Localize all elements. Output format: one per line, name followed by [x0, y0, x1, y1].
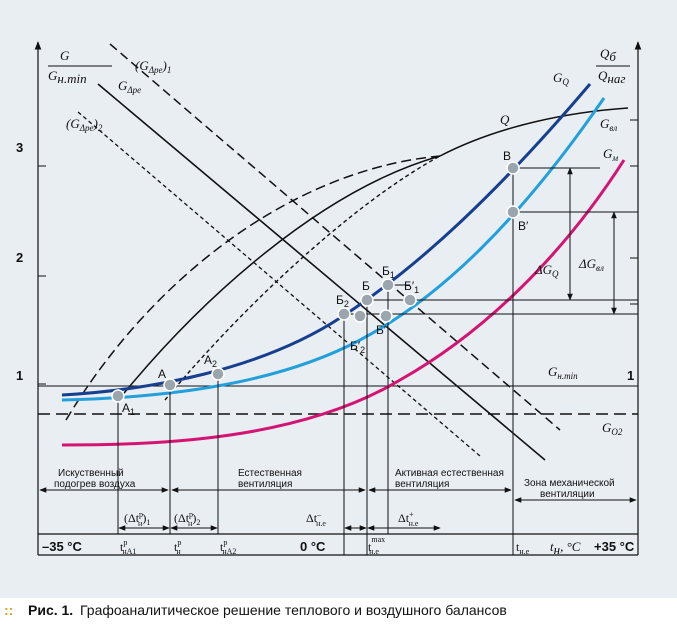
figure-caption: :: Рис. 1. Графоаналитическое решение те… [0, 598, 677, 624]
zone2-line2: вентиляция [238, 479, 292, 490]
gdp2-line [77, 111, 481, 457]
y-ticks [38, 119, 638, 385]
svg-text:Qнаг: Qнаг [598, 68, 625, 86]
y-tick-3: 3 [16, 140, 23, 155]
zone3-line2: вентиляция [395, 479, 449, 490]
svg-text:G: G [60, 48, 70, 63]
point-vp [506, 205, 520, 219]
zone4-line1: Зона механической [524, 478, 615, 489]
label-b2: Б2 [336, 293, 349, 309]
label-b1: Б1 [382, 264, 395, 280]
caption-label: Рис. 1. [28, 602, 74, 618]
point-a [163, 378, 177, 392]
right-tick-1: 1 [627, 368, 634, 383]
svg-text:Gн.min: Gн.min [48, 68, 87, 86]
axes-frame [34, 41, 642, 556]
gdp-line [97, 83, 546, 461]
x-mark-ta1: tр нА1 [120, 538, 136, 556]
point-a1 [111, 389, 125, 403]
label-a1: А1 [122, 401, 135, 417]
label-b1p: Б′1 [404, 279, 419, 295]
zone2-line1: Естественная [238, 468, 302, 479]
label-gnmin: Gн.min [548, 364, 578, 381]
x-left-label: –35 °C [42, 539, 83, 554]
q-curve [439, 107, 629, 157]
label-a: А [158, 367, 166, 381]
x-right-label: +35 °C [594, 539, 635, 554]
point-b2 [337, 307, 351, 321]
label-vp: В′ [518, 219, 529, 233]
zone3-line1: Активная естественная [395, 468, 504, 479]
point-v [506, 161, 520, 175]
label-gdp1: (GΔpe)1 [135, 58, 171, 75]
x-mark-tne: tн.е [516, 540, 530, 556]
point-b1p [403, 293, 417, 307]
label-v: В [503, 149, 511, 163]
q-solid-inner [119, 155, 441, 399]
y-tick-2: 2 [16, 250, 23, 265]
drop-lines [117, 168, 514, 555]
label-b: Б [362, 279, 370, 293]
caption-text: Графоаналитическое решение теплового и в… [80, 602, 507, 618]
zone1-line2: подогрев воздуха [54, 479, 136, 490]
gq-curve [61, 83, 592, 397]
label-q: Q [500, 112, 510, 127]
caption-dots-icon: :: [4, 602, 14, 618]
interval-4: Δt+ н.е [398, 510, 419, 528]
gdp1-line [109, 43, 561, 431]
label-gdp: GΔpe [118, 78, 141, 95]
label-b2p: Б′2 [350, 339, 365, 355]
label-bp: Б′ [376, 323, 387, 337]
x-mark-ta2: tр нА2 [220, 538, 236, 556]
point-bp [379, 309, 393, 323]
diagram-panel: 3 2 1 1 G Gн.min Qб Qнаг [0, 0, 677, 598]
q-dashed-outer [65, 155, 441, 421]
left-axis-label: G Gн.min [48, 48, 112, 86]
svg-text:Qб: Qб [600, 46, 616, 64]
interval-1: (Δtр н)1 [124, 510, 150, 528]
q-dotted-inner [164, 155, 441, 401]
label-dgq: ΔGQ [534, 262, 559, 279]
point-b [360, 293, 374, 307]
interval-2: (Δtр н)2 [174, 510, 200, 528]
label-a2: А2 [204, 353, 217, 369]
label-gdp2: (GΔpe)2 [66, 116, 103, 133]
x-axis-var: tн, °C [550, 539, 581, 557]
zone4-line2: вентиляции [540, 489, 595, 500]
label-go2: GO2 [602, 420, 623, 437]
x-zero-label: 0 °C [300, 539, 326, 554]
label-gvl: Gвл [600, 116, 617, 133]
zone-arrows [39, 487, 637, 503]
x-mark-tn: tр н [174, 538, 181, 556]
x-mark-tmax: tmax н.е [368, 535, 385, 556]
label-gq: GQ [553, 70, 569, 87]
label-dgvl: ΔGвл [578, 256, 604, 273]
points [111, 161, 520, 403]
zone1-line1: Искуственный [58, 468, 124, 479]
label-gm: Gм [603, 146, 618, 163]
point-b1 [381, 278, 395, 292]
interval-3: Δt– н.е [306, 510, 326, 528]
y-tick-1: 1 [16, 368, 23, 383]
right-axis-label: Qб Qнаг [596, 46, 630, 86]
diagram-svg: 3 2 1 1 G Gн.min Qб Qнаг [16, 41, 642, 557]
gvl-curve [61, 97, 606, 402]
point-a2 [211, 367, 225, 381]
gm-curve [61, 159, 626, 447]
point-b2p [353, 309, 367, 323]
